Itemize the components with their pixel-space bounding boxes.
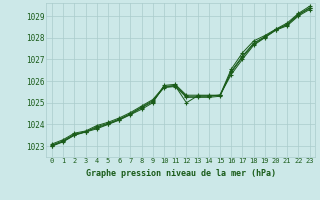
X-axis label: Graphe pression niveau de la mer (hPa): Graphe pression niveau de la mer (hPa) [86,169,276,178]
